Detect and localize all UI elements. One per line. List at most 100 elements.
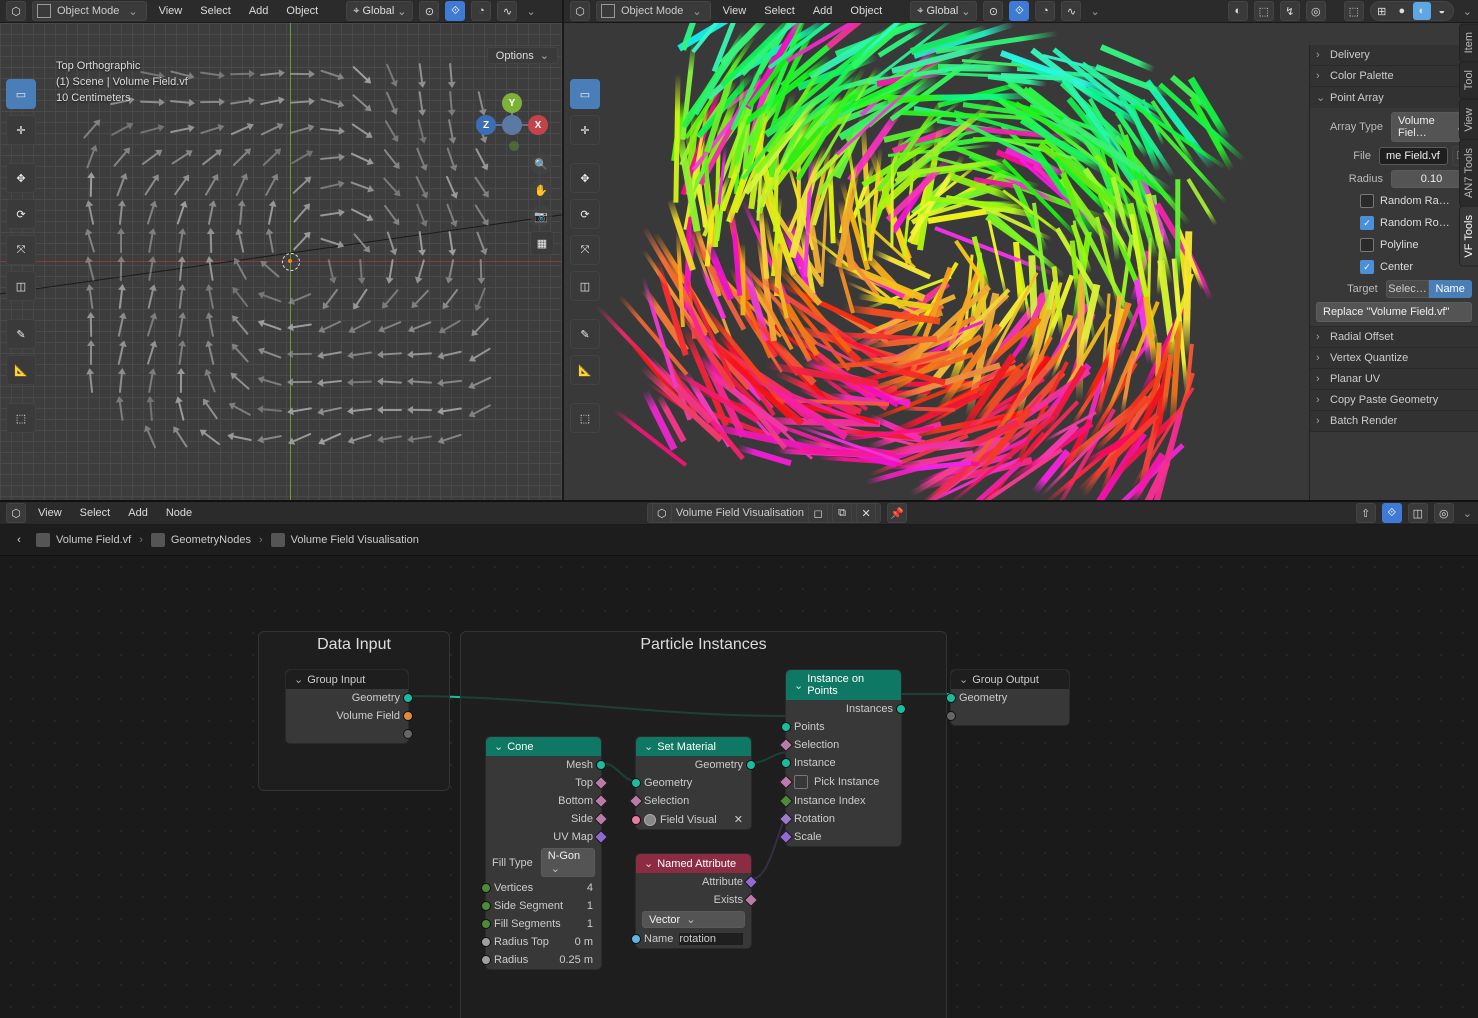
ntab-item[interactable]: Item [1459,23,1478,62]
shading-rendered-icon[interactable]: ◒ [1433,2,1451,20]
node-cone[interactable]: ⌄Cone Mesh Top Bottom Side UV Map Fill T… [485,736,602,970]
mode-dropdown[interactable]: Object Mode ⌄ [596,1,711,21]
parent-icon[interactable]: ⇧ [1356,503,1376,523]
pan-icon[interactable]: ✋ [530,179,552,201]
menu-add[interactable]: Add [122,507,154,519]
node-group-input[interactable]: ⌄Group Input Geometry Volume Field [285,669,409,744]
shading-solid-icon[interactable]: ● [1393,2,1411,20]
menu-view[interactable]: View [717,5,753,17]
gizmo-toggle[interactable]: ↯ [1280,1,1300,21]
tool-annotate[interactable]: ✎ [6,319,36,349]
tool-select-box[interactable]: ▭ [6,79,36,109]
shading-wire-icon[interactable]: ⊞ [1373,2,1391,20]
snap-toggle[interactable]: ⟐ [1009,1,1029,21]
tool-transform[interactable]: ◫ [570,271,600,301]
close-icon[interactable]: ✕ [856,503,876,523]
file-value[interactable]: me Field.vf [1379,147,1448,165]
tool-annotate[interactable]: ✎ [570,319,600,349]
shield-icon[interactable]: ◻ [808,503,828,523]
menu-object[interactable]: Object [844,5,888,17]
fill-type-value[interactable]: N-Gon ⌄ [541,848,595,877]
node-set-material[interactable]: ⌄Set Material Geometry Geometry Selectio… [635,736,752,830]
pivot-dropdown[interactable]: ⊙ [983,1,1003,21]
panel-planar-uv[interactable]: ›Planar UV [1310,369,1478,389]
tool-add-cube[interactable]: ⬚ [570,403,600,433]
proportional-toggle[interactable]: ◔ [471,1,491,21]
tool-move[interactable]: ✥ [6,163,36,193]
tool-rotate[interactable]: ⟳ [6,199,36,229]
overlay-vis-icon-2[interactable]: ⬚ [1254,1,1274,21]
attr-type-value[interactable]: Vector ⌄ [642,911,745,928]
pivot-dropdown[interactable]: ⊙ [419,1,439,21]
editor-type-icon[interactable]: ⬡ [570,1,590,21]
polyline-check[interactable]: Polyline [1316,236,1472,254]
ntab-tool[interactable]: Tool [1459,61,1478,99]
nav-gizmo[interactable]: X Y Z [480,93,544,157]
tool-rotate[interactable]: ⟳ [570,199,600,229]
random-radius-check[interactable]: Random Ra… [1316,192,1472,210]
zoom-icon[interactable]: 🔍 [530,153,552,175]
ntab-vftools[interactable]: VF Tools [1459,206,1478,267]
tool-select-box[interactable]: ▭ [570,79,600,109]
menu-select[interactable]: Select [74,507,117,519]
node-canvas[interactable]: Data Input Particle Instances ⌄Group Inp… [0,556,1478,1018]
panel-batch-render[interactable]: ›Batch Render [1310,411,1478,431]
material-slot[interactable]: Field Visual ✕ [644,813,743,826]
pin-icon[interactable]: 📌 [887,503,907,523]
copy-icon[interactable]: ⧉ [832,503,852,523]
attr-name-value[interactable]: rotation [679,933,743,945]
shading-matprev-icon[interactable]: ◐ [1413,2,1431,20]
persp-ortho-icon[interactable]: ▦ [530,231,554,255]
overlay-icon[interactable]: ◎ [1434,503,1454,523]
orientation-dropdown[interactable]: ⌖ Global ⌄ [346,1,413,21]
orientation-dropdown[interactable]: ⌖ Global⌄ [910,1,977,21]
options-right[interactable]: Options ⌄ [487,47,558,64]
snap-toggle[interactable]: ⟐ [1382,503,1402,523]
misc-icon[interactable]: ◫ [1408,503,1428,523]
random-rotation-check[interactable]: ✓Random Ro… [1316,214,1472,232]
overlay-vis-icon-1[interactable]: ◐ [1228,1,1248,21]
replace-button[interactable]: Replace "Volume Field.vf" [1316,302,1472,322]
nodegroup-name-field[interactable]: ⬡ Volume Field Visualisation ◻ ⧉ ✕ [647,503,881,523]
node-named-attribute[interactable]: ⌄Named Attribute Attribute Exists Vector… [635,853,752,949]
center-check[interactable]: ✓Center [1316,258,1472,276]
camera-icon[interactable]: 📷 [530,205,552,227]
node-group-output[interactable]: ⌄Group Output Geometry [950,669,1070,726]
chevron-left-icon[interactable]: ‹ [10,531,28,549]
tool-move[interactable]: ✥ [570,163,600,193]
mode-dropdown[interactable]: Object Mode ⌄ [32,1,147,21]
menu-view[interactable]: View [153,5,189,17]
tool-cursor[interactable]: ✛ [6,115,36,145]
overlays-toggle[interactable]: ◎ [1306,1,1326,21]
target-name[interactable]: Name [1429,280,1472,298]
ntab-an7tools[interactable]: AN7 Tools [1459,139,1478,207]
tool-measure[interactable]: 📐 [570,355,600,385]
panel-copy-paste-geometry[interactable]: ›Copy Paste Geometry [1310,390,1478,410]
gizmo-x[interactable]: X [528,115,548,135]
gizmo-z[interactable]: Z [476,115,496,135]
node-instance-on-points[interactable]: ⌄Instance on Points Instances Points Sel… [785,669,902,847]
bc-modifier[interactable]: GeometryNodes [151,533,251,547]
editor-type-icon[interactable]: ⬡ [6,1,26,21]
menu-node[interactable]: Node [160,507,198,519]
editor-type-icon[interactable]: ⬡ [6,503,26,523]
tool-scale[interactable]: ⤧ [6,235,36,265]
panel-vertex-quantize[interactable]: ›Vertex Quantize [1310,348,1478,368]
menu-add[interactable]: Add [807,5,839,17]
menu-view[interactable]: View [32,507,68,519]
gizmo-y[interactable]: Y [502,93,522,113]
menu-object[interactable]: Object [280,5,324,17]
tool-measure[interactable]: 📐 [6,355,36,385]
menu-select[interactable]: Select [194,5,237,17]
tool-transform[interactable]: ◫ [6,271,36,301]
misc-icon-1[interactable]: ∿ [1061,1,1081,21]
tool-cursor[interactable]: ✛ [570,115,600,145]
misc-icon-1[interactable]: ∿ [497,1,517,21]
menu-select[interactable]: Select [758,5,801,17]
menu-add[interactable]: Add [243,5,275,17]
nodegroup-icon[interactable]: ⬡ [652,503,672,523]
gizmo-center[interactable] [502,115,522,135]
bc-object[interactable]: Volume Field.vf [36,533,131,547]
proportional-toggle[interactable]: ◔ [1035,1,1055,21]
bc-nodegroup[interactable]: Volume Field Visualisation [271,533,419,547]
